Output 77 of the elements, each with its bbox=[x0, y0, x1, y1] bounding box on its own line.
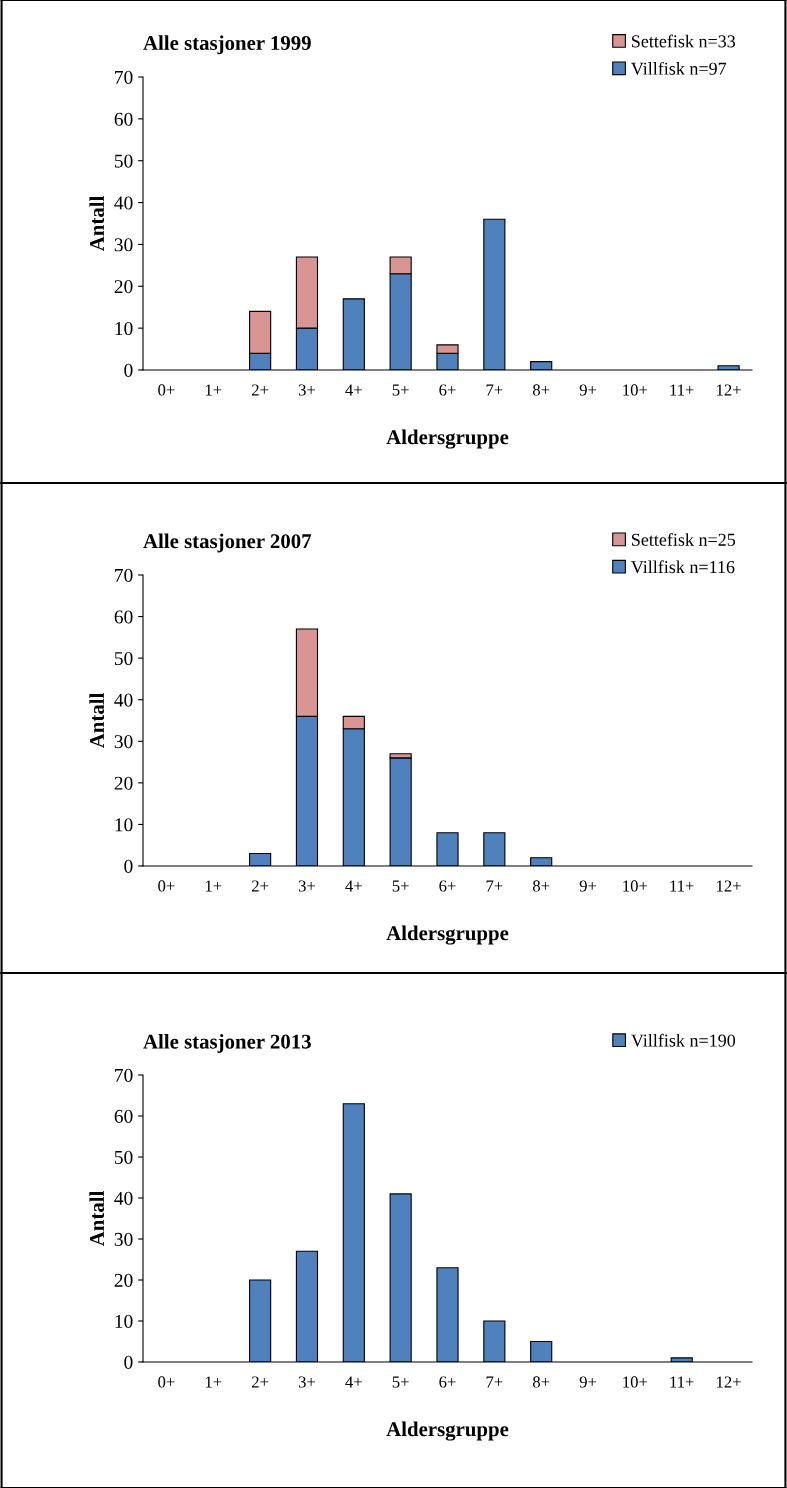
x-tick-label: 0+ bbox=[158, 880, 175, 892]
x-axis-title: Aldersgruppe bbox=[386, 1421, 509, 1441]
x-tick-label: 7+ bbox=[486, 1376, 503, 1388]
x-tick-label: 2+ bbox=[251, 1376, 269, 1388]
y-tick-label: 0 bbox=[124, 1355, 133, 1369]
y-tick-label: 40 bbox=[114, 1191, 133, 1205]
x-tick-label: 6+ bbox=[439, 880, 456, 892]
y-tick-label: 10 bbox=[115, 321, 133, 336]
x-tick-label: 5+ bbox=[392, 880, 409, 892]
chart-title: Alle stasjoner 2013 bbox=[143, 1033, 311, 1053]
x-tick-label: 2+ bbox=[251, 880, 269, 892]
y-axis-title: Antall bbox=[89, 196, 105, 252]
y-axis-title: Antall bbox=[89, 1191, 105, 1247]
x-tick-label: 0+ bbox=[158, 1376, 175, 1388]
y-tick-label: 20 bbox=[114, 280, 133, 294]
x-tick-label: 6+ bbox=[439, 384, 456, 396]
x-tick-label: 0+ bbox=[158, 384, 175, 396]
y-tick-label: 40 bbox=[114, 196, 133, 210]
y-tick-label: 0 bbox=[124, 859, 133, 873]
y-tick-label: 0 bbox=[124, 363, 133, 377]
x-tick-label: 1+ bbox=[205, 384, 222, 396]
x-tick-label: 4+ bbox=[345, 1376, 362, 1388]
x-axis-title: Aldersgruppe bbox=[386, 925, 509, 945]
legend-label: Villfisk n=190 bbox=[631, 1033, 736, 1047]
y-tick-label: 20 bbox=[114, 1273, 133, 1287]
x-tick-label: 10+ bbox=[623, 880, 648, 892]
y-tick-label: 60 bbox=[114, 112, 133, 126]
x-tick-label: 8+ bbox=[532, 384, 550, 396]
y-tick-label: 60 bbox=[114, 1109, 133, 1123]
y-tick-label: 60 bbox=[114, 610, 133, 624]
legend-label: Villfisk n=97 bbox=[630, 61, 727, 75]
x-tick-label: 1+ bbox=[205, 1376, 222, 1388]
x-tick-label: 8+ bbox=[532, 1376, 550, 1388]
x-tick-label: 9+ bbox=[579, 384, 597, 396]
y-tick-label: 20 bbox=[114, 776, 133, 790]
chart-title: Alle stasjoner 1999 bbox=[143, 35, 311, 55]
y-axis-title: Antall bbox=[89, 693, 105, 749]
x-tick-label: 3+ bbox=[298, 1376, 316, 1388]
x-tick-label: 4+ bbox=[345, 384, 362, 396]
x-tick-label: 11+ bbox=[670, 1376, 694, 1388]
y-tick-label: 30 bbox=[114, 735, 133, 749]
x-tick-label: 1+ bbox=[205, 880, 222, 892]
y-tick-label: 70 bbox=[115, 568, 133, 582]
y-tick-label: 50 bbox=[114, 154, 133, 168]
y-tick-label: 10 bbox=[115, 818, 133, 832]
x-tick-label: 12+ bbox=[717, 880, 741, 892]
x-axis-title: Aldersgruppe bbox=[386, 429, 509, 449]
x-tick-label: 12+ bbox=[717, 384, 741, 396]
x-tick-label: 5+ bbox=[392, 1376, 409, 1388]
x-tick-label: 5+ bbox=[392, 384, 409, 396]
legend-label: Settefisk n=33 bbox=[631, 34, 736, 48]
x-tick-label: 10+ bbox=[623, 384, 648, 396]
y-tick-label: 40 bbox=[114, 693, 133, 707]
y-tick-label: 30 bbox=[114, 238, 133, 252]
x-tick-label: 9+ bbox=[579, 1376, 597, 1388]
legend-label: Settefisk n=25 bbox=[631, 532, 736, 546]
x-tick-label: 3+ bbox=[298, 384, 316, 396]
y-tick-label: 50 bbox=[114, 651, 133, 666]
x-tick-label: 11+ bbox=[670, 384, 694, 396]
y-tick-label: 30 bbox=[114, 1232, 133, 1246]
x-tick-label: 3+ bbox=[298, 880, 316, 892]
y-tick-label: 10 bbox=[115, 1314, 133, 1328]
x-tick-label: 12+ bbox=[717, 1376, 741, 1388]
x-tick-label: 9+ bbox=[579, 880, 597, 892]
legend-label: Villfisk n=116 bbox=[630, 560, 735, 574]
x-tick-label: 10+ bbox=[623, 1376, 648, 1388]
y-tick-label: 70 bbox=[115, 1068, 133, 1082]
y-tick-label: 50 bbox=[114, 1150, 133, 1164]
x-tick-label: 7+ bbox=[486, 384, 503, 396]
y-tick-label: 70 bbox=[115, 70, 133, 84]
x-tick-label: 11+ bbox=[670, 880, 694, 892]
x-tick-label: 7+ bbox=[486, 880, 503, 892]
x-tick-label: 6+ bbox=[439, 1376, 456, 1388]
x-tick-label: 8+ bbox=[532, 880, 550, 892]
x-tick-label: 4+ bbox=[345, 880, 362, 892]
x-tick-label: 2+ bbox=[251, 384, 269, 396]
chart-title: Alle stasjoner 2007 bbox=[143, 533, 312, 553]
